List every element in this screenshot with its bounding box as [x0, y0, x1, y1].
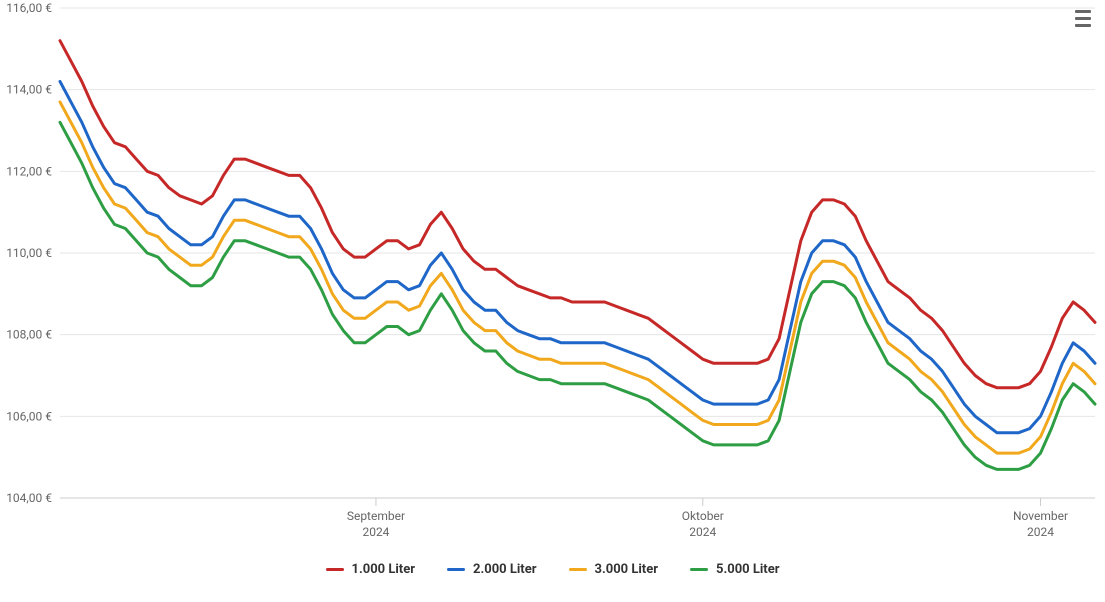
y-axis-label: 112,00 € — [6, 164, 52, 178]
legend-item[interactable]: 2.000 Liter — [447, 562, 537, 577]
x-axis-label: November — [1013, 509, 1068, 523]
legend-swatch — [326, 568, 344, 571]
legend-label: 1.000 Liter — [352, 562, 416, 577]
y-axis-label: 116,00 € — [6, 1, 52, 15]
y-axis-label: 106,00 € — [6, 409, 52, 423]
y-axis-label: 114,00 € — [6, 83, 52, 97]
x-axis-label: September — [347, 509, 405, 523]
series-line — [60, 41, 1095, 388]
y-axis-label: 110,00 € — [6, 246, 52, 260]
price-chart: 104,00 € 106,00 € 108,00 € 110,00 € 112,00 €… — [0, 0, 1105, 602]
x-axis-sublabel: 2024 — [1027, 525, 1054, 539]
legend-swatch — [447, 568, 465, 571]
legend-label: 5.000 Liter — [716, 562, 780, 577]
legend-label: 3.000 Liter — [595, 562, 659, 577]
series-line — [60, 122, 1095, 469]
legend-swatch — [569, 568, 587, 571]
y-axis-label: 108,00 € — [6, 328, 52, 342]
x-axis-label: Oktober — [682, 509, 724, 523]
y-axis-label: 104,00 € — [6, 491, 52, 505]
series-line — [60, 82, 1095, 433]
chart-legend: 1.000 Liter 2.000 Liter 3.000 Liter 5.000 L… — [0, 562, 1105, 577]
legend-swatch — [690, 568, 708, 571]
legend-item[interactable]: 1.000 Liter — [326, 562, 416, 577]
legend-item[interactable]: 5.000 Liter — [690, 562, 780, 577]
chart-canvas: 104,00 € 106,00 € 108,00 € 110,00 € 112,00 €… — [0, 0, 1105, 602]
x-axis-sublabel: 2024 — [689, 525, 716, 539]
legend-label: 2.000 Liter — [473, 562, 537, 577]
x-axis-sublabel: 2024 — [362, 525, 389, 539]
legend-item[interactable]: 3.000 Liter — [569, 562, 659, 577]
series-line — [60, 102, 1095, 453]
